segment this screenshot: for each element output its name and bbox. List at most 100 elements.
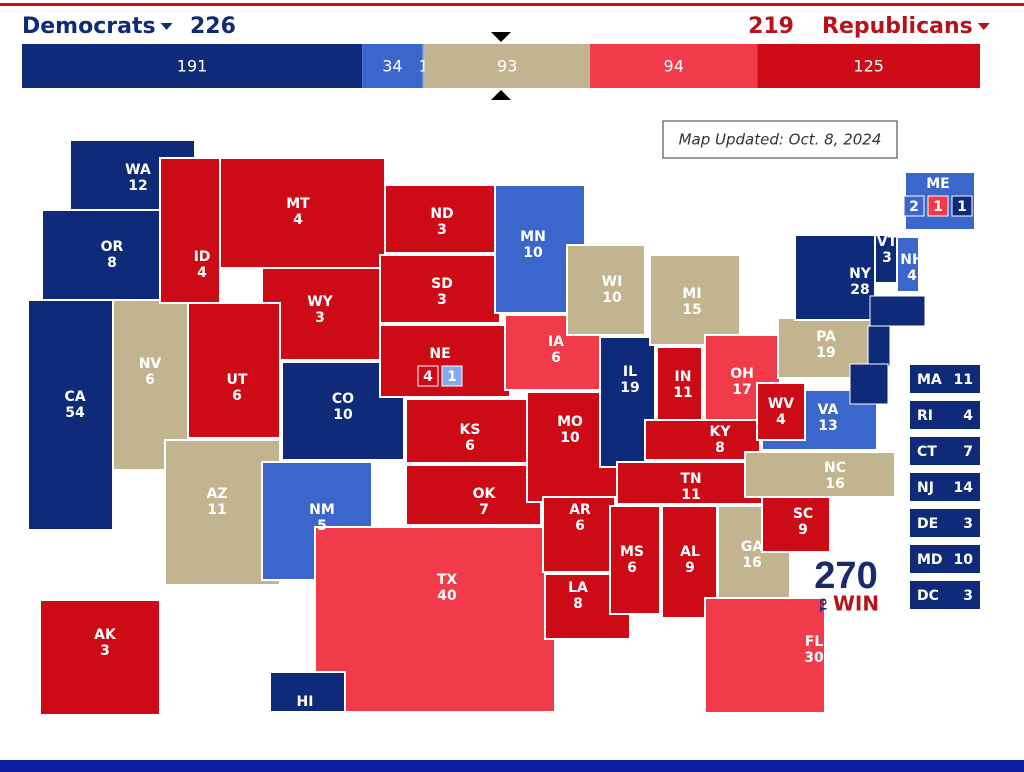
state-abbr: ME bbox=[926, 176, 950, 192]
state-votes: 15 bbox=[682, 302, 701, 318]
small-states: MA 11 RI 4 CT 7 NJ 14 DE 3 MD 10 DC 3 bbox=[910, 365, 980, 609]
vote-box bbox=[417, 365, 439, 387]
dem-total: 226 bbox=[190, 14, 236, 39]
state-abbr: MO bbox=[557, 414, 583, 430]
state-label: KS6 bbox=[460, 422, 481, 454]
updated-text: Map Updated: Oct. 8, 2024 bbox=[679, 131, 882, 149]
state-abbr: MS bbox=[620, 544, 644, 560]
bottom-rule bbox=[0, 760, 1024, 772]
state-label: AR6 bbox=[569, 502, 591, 534]
state-label: HI4 bbox=[297, 694, 314, 726]
state-votes: 16 bbox=[825, 476, 844, 492]
state-label: WV4 bbox=[768, 396, 794, 428]
state-label: MT4 bbox=[286, 196, 310, 228]
states bbox=[27, 139, 976, 716]
rep-name[interactable]: Republicans bbox=[822, 14, 973, 39]
state-votes: 16 bbox=[742, 555, 761, 571]
state-shape bbox=[744, 451, 896, 498]
state-abbr: NC bbox=[824, 460, 846, 476]
bar-label: 94 bbox=[664, 57, 684, 76]
state-label: WY3 bbox=[307, 294, 333, 326]
small-state-abbr: MA bbox=[917, 372, 942, 388]
state-shape bbox=[542, 496, 616, 573]
state-abbr: UT bbox=[227, 372, 248, 388]
region-fill bbox=[849, 363, 889, 405]
state-abbr: AK bbox=[94, 627, 117, 643]
state-abbr: WI bbox=[602, 274, 623, 290]
district-box bbox=[951, 195, 973, 217]
small-state-abbr: RI bbox=[917, 408, 933, 424]
state-abbr: AR bbox=[569, 502, 591, 518]
state-votes: 11 bbox=[681, 487, 700, 503]
state-votes: 11 bbox=[673, 385, 692, 401]
top-rule bbox=[0, 3, 1024, 6]
state-votes: 9 bbox=[685, 560, 695, 576]
updated-box bbox=[662, 120, 898, 159]
state-votes: 4 bbox=[776, 412, 786, 428]
state-abbr: MT bbox=[286, 196, 310, 212]
state-votes: 4 bbox=[197, 265, 207, 281]
state-votes: 10 bbox=[523, 245, 543, 261]
state-votes: 7 bbox=[479, 502, 489, 518]
state-abbr: SD bbox=[431, 276, 453, 292]
state-label: IA6 bbox=[548, 334, 564, 366]
state-abbr: OH bbox=[730, 366, 754, 382]
state-abbr: GA bbox=[741, 539, 763, 555]
state-votes: 6 bbox=[465, 438, 475, 454]
region-fill bbox=[869, 295, 926, 327]
state-shape bbox=[704, 597, 826, 714]
state-abbr: AL bbox=[680, 544, 700, 560]
state-votes: 4 bbox=[423, 369, 433, 385]
state-shape bbox=[159, 157, 221, 304]
state-label: OK7 bbox=[473, 486, 497, 518]
state-label: ND3 bbox=[430, 206, 453, 238]
district-votes: 1 bbox=[933, 199, 943, 215]
state-shape bbox=[261, 267, 381, 361]
state-label: NE 4 1 bbox=[417, 346, 463, 387]
district-votes: 1 bbox=[447, 369, 457, 385]
rep-caret[interactable] bbox=[977, 23, 990, 30]
state-votes: 19 bbox=[620, 380, 639, 396]
state-shape bbox=[379, 254, 501, 324]
dem-name[interactable]: Democrats bbox=[22, 14, 156, 39]
logo: 270 TO WIN bbox=[814, 555, 879, 615]
state-votes: 6 bbox=[551, 350, 561, 366]
state-abbr: NE bbox=[429, 346, 450, 362]
state-votes: 28 bbox=[850, 282, 869, 298]
state-abbr: NM bbox=[309, 502, 335, 518]
state-abbr: NH bbox=[900, 252, 923, 268]
dem-caret[interactable] bbox=[160, 23, 173, 30]
bar-segment bbox=[362, 44, 423, 88]
state-abbr: KY bbox=[710, 424, 732, 440]
small-state-votes: 14 bbox=[954, 480, 974, 496]
state-label: ME2 1 1 bbox=[903, 176, 973, 217]
state-votes: 10 bbox=[560, 430, 580, 446]
state-label: LA8 bbox=[568, 580, 588, 612]
state-abbr: ND bbox=[430, 206, 453, 222]
state-label: UT6 bbox=[227, 372, 248, 404]
state-label: SD3 bbox=[431, 276, 453, 308]
state-abbr: WY bbox=[307, 294, 333, 310]
state-votes: 3 bbox=[437, 292, 447, 308]
state-label: OR8 bbox=[101, 239, 124, 271]
state-votes: 19 bbox=[816, 345, 835, 361]
state-votes: 4 bbox=[300, 710, 310, 726]
small-state-abbr: DC bbox=[917, 588, 939, 604]
state-abbr: CA bbox=[64, 389, 85, 405]
logo-to: TO bbox=[820, 598, 830, 612]
state-shape bbox=[794, 234, 876, 321]
state-abbr: LA bbox=[568, 580, 588, 596]
state-votes: 40 bbox=[437, 588, 457, 604]
small-state-box bbox=[910, 437, 980, 465]
tally-bar: 191 34 1 93 94 125 bbox=[22, 44, 980, 88]
state-abbr: VA bbox=[818, 402, 839, 418]
state-label: VT3 bbox=[877, 234, 898, 266]
